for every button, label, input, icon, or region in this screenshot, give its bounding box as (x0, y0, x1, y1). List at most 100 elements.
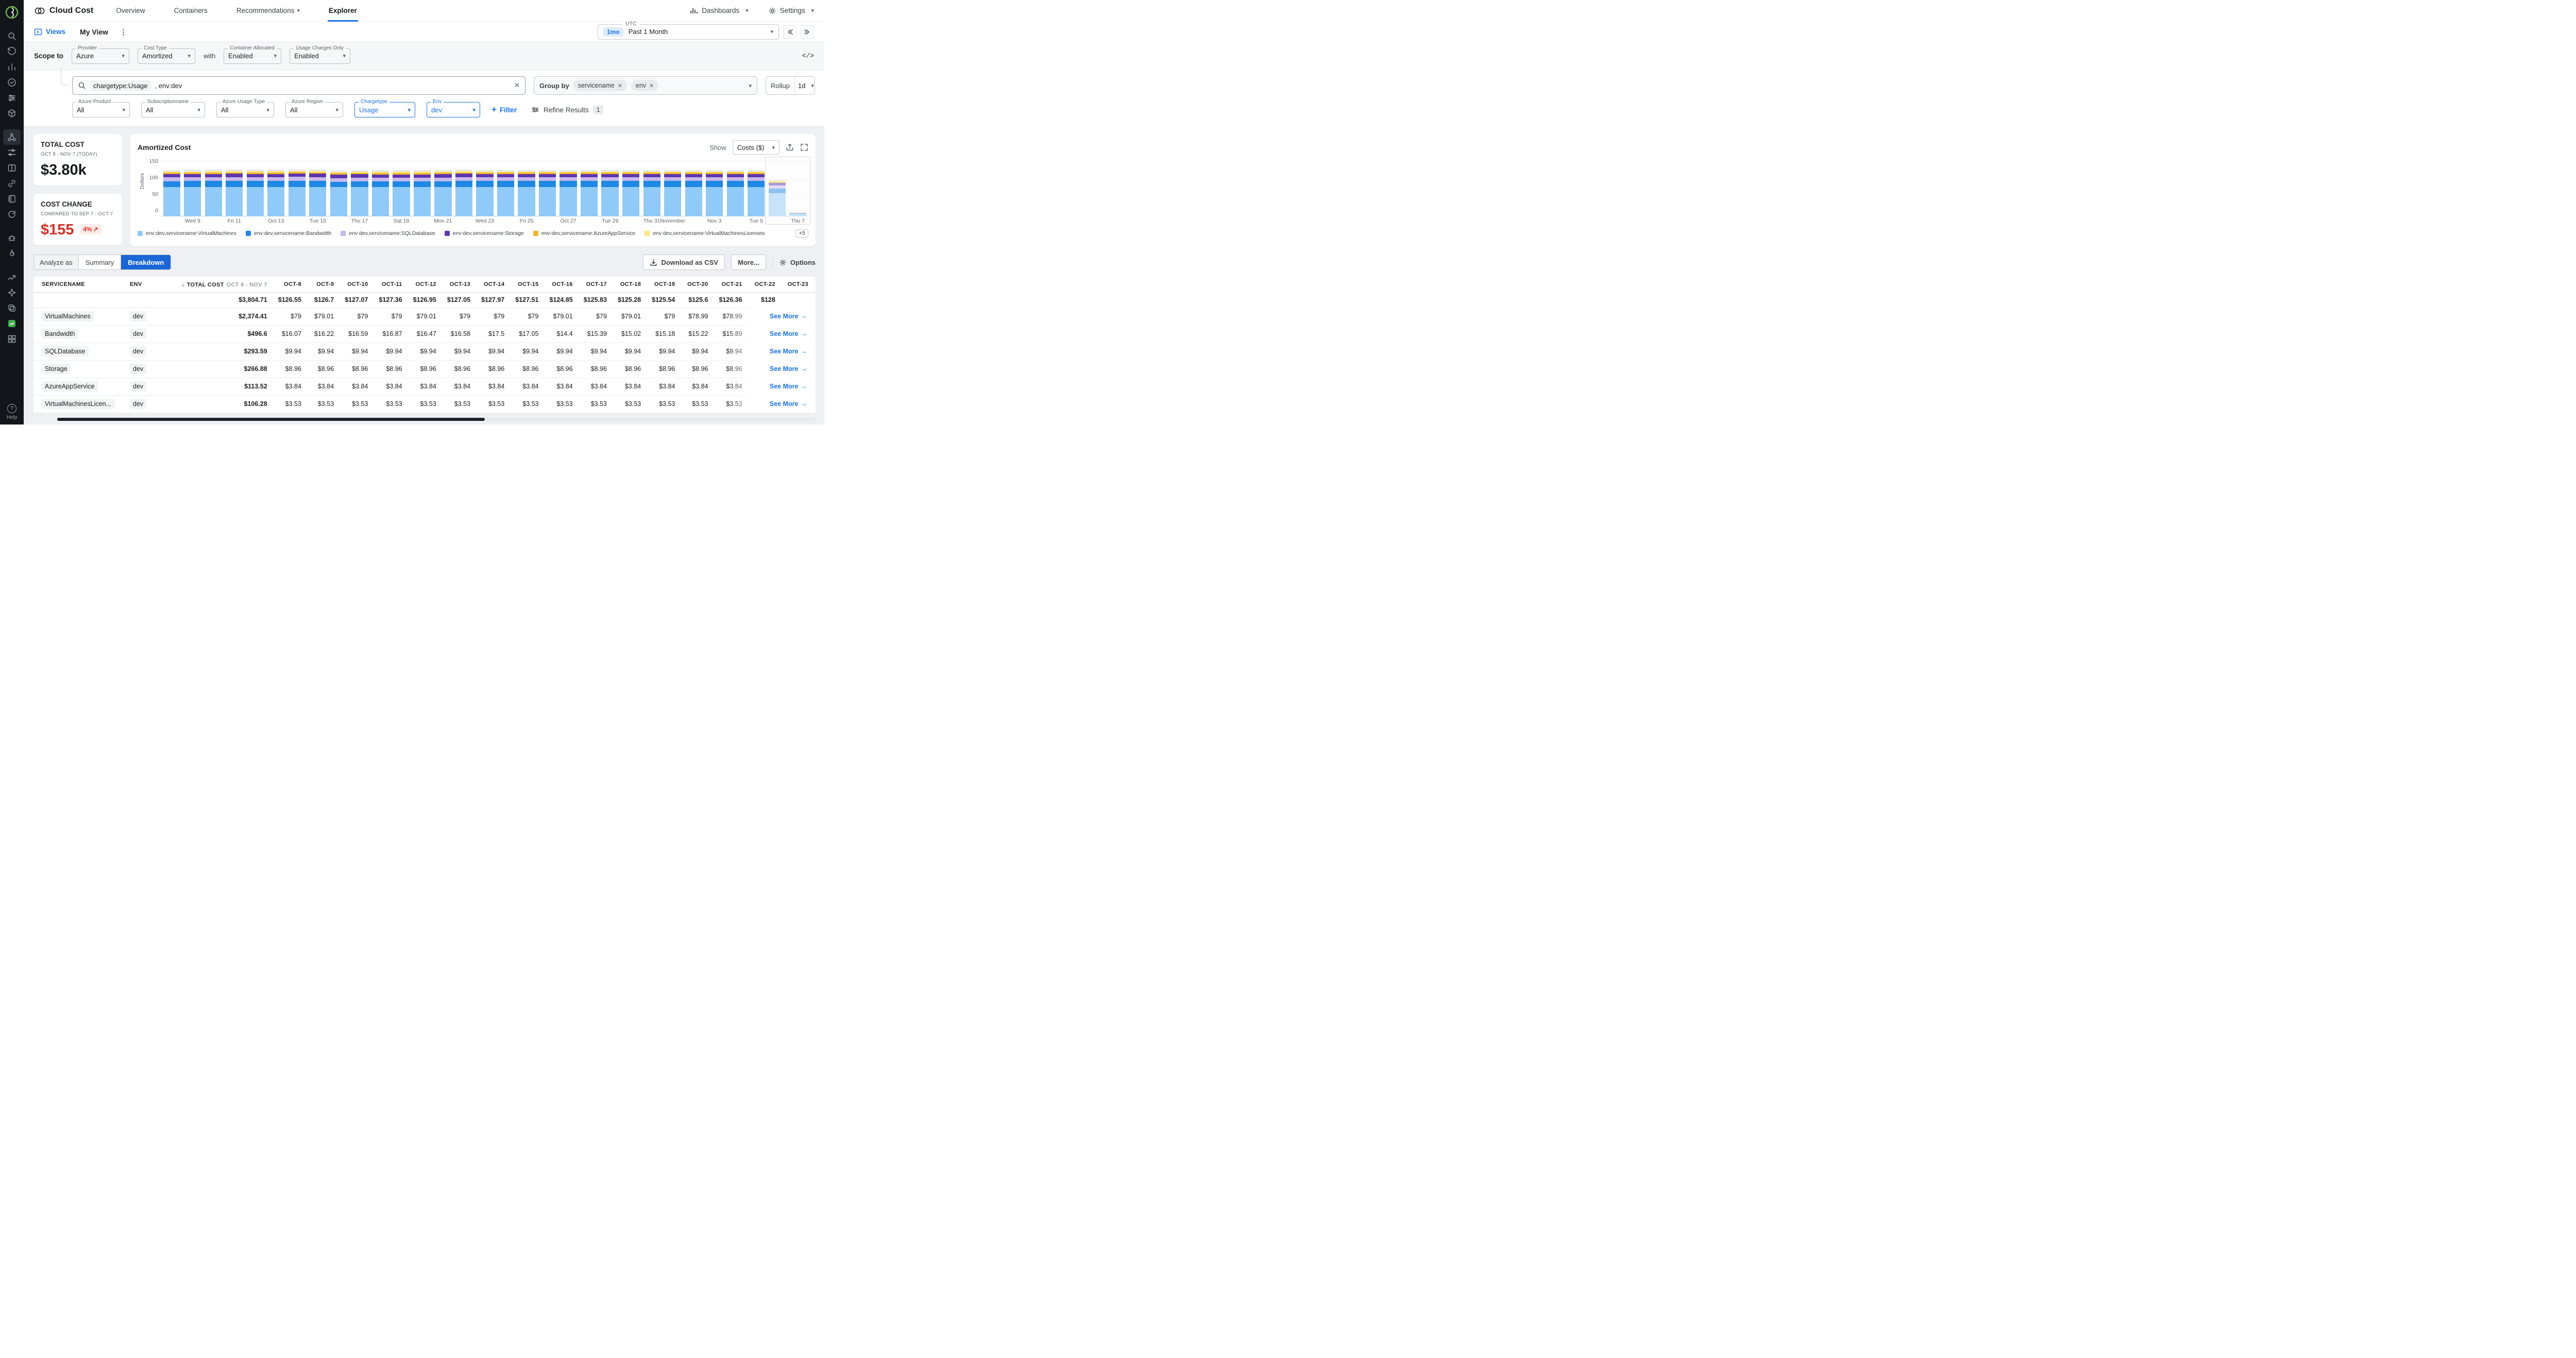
help-button[interactable]: ? Help (7, 404, 17, 420)
rollup-select[interactable]: Rollup 1d ▾ (766, 76, 815, 95)
chart-bar[interactable] (371, 170, 389, 216)
column-header-oct-12[interactable]: OCT-12 (409, 277, 444, 293)
provider-select[interactable]: Provider Azure ▾ (72, 45, 130, 64)
env-select[interactable]: Env dev ▾ (427, 99, 480, 117)
chart-bar[interactable] (226, 169, 243, 216)
link-icon[interactable] (3, 176, 21, 191)
column-header-oct-21[interactable]: OCT-21 (715, 277, 750, 293)
notebook-icon[interactable] (3, 191, 21, 207)
column-header-oct-18[interactable]: OCT-18 (614, 277, 649, 293)
chart-bar[interactable] (622, 169, 640, 216)
table-row[interactable]: Storage dev $266.88 $8.96 $8.96 $8.96 $8.96 $8.… (33, 360, 816, 378)
refine-results-button[interactable]: Refine Results 1 (531, 105, 604, 114)
tab-summary[interactable]: Summary (78, 255, 122, 269)
see-more-link[interactable]: See More → (770, 383, 807, 390)
column-header-oct-14[interactable]: OCT-14 (478, 277, 512, 293)
chart-bar[interactable] (664, 169, 682, 216)
time-range-select[interactable]: UTC 1mo Past 1 Month ▾ (598, 20, 779, 40)
legend-item[interactable]: env:dev,servicename:VirtualMachines (138, 230, 236, 236)
network-nodes-icon[interactable] (3, 129, 21, 145)
chart-bar[interactable] (538, 169, 556, 216)
bug-icon[interactable] (3, 230, 21, 246)
sync-icon[interactable] (3, 207, 21, 222)
show-metric-select[interactable]: Costs ($) ▾ (732, 140, 779, 155)
previous-period-button[interactable] (783, 25, 796, 39)
cloud-cost-active-icon[interactable] (3, 316, 21, 331)
chart-bar[interactable] (184, 169, 201, 216)
trend-icon[interactable] (3, 269, 21, 285)
check-circle-icon[interactable] (3, 75, 21, 90)
search-token[interactable]: chargetype:Usage (90, 80, 151, 91)
column-header-total cost[interactable]: ↓ TOTAL COST OCT 8 - NOV 7 (161, 277, 275, 293)
column-header-oct-15[interactable]: OCT-15 (512, 277, 546, 293)
nav-item-recommendations[interactable]: Recommendations ▾ (236, 7, 300, 14)
search-token[interactable]: , env:dev (155, 81, 182, 90)
more-button[interactable]: More... (731, 254, 766, 270)
column-header-env[interactable]: ENV (122, 277, 161, 293)
see-more-link[interactable]: See More → (770, 348, 807, 355)
chart-bar[interactable] (434, 169, 452, 216)
column-header-oct-20[interactable]: OCT-20 (682, 277, 716, 293)
chart-bar[interactable] (476, 169, 494, 216)
subscriptionname-select[interactable]: Subscriptionname All ▾ (141, 99, 205, 117)
table-row[interactable]: SQLDatabase dev $293.59 $9.94 $9.94 $9.94 $9.9… (33, 343, 816, 361)
chart-bar[interactable] (560, 169, 577, 216)
chart-bar[interactable] (518, 169, 535, 216)
group-by-chip[interactable]: env ✕ (631, 80, 659, 91)
chart-bar[interactable] (288, 169, 306, 216)
column-header-oct-23[interactable]: OCT-23 (782, 277, 816, 293)
chart-bar[interactable] (267, 169, 285, 216)
column-header-oct-16[interactable]: OCT-16 (546, 277, 580, 293)
history-icon[interactable] (3, 44, 21, 59)
flame-icon[interactable] (3, 246, 21, 261)
chart-bar[interactable] (246, 169, 264, 216)
legend-more-badge[interactable]: +5 (795, 229, 808, 237)
next-period-button[interactable] (801, 25, 814, 39)
chargetype-select[interactable]: Chargetype Usage ▾ (354, 99, 415, 117)
legend-item[interactable]: env:dev,servicename:AzureAppService (533, 230, 635, 236)
table-row[interactable]: VirtualMachines dev $2,374.41 $79 $79.01 $79 $… (33, 308, 816, 326)
export-icon[interactable] (786, 143, 794, 151)
chart-bar[interactable] (643, 169, 660, 216)
azure-usage-type-select[interactable]: Azure Usage Type All ▾ (216, 99, 274, 117)
column-header-oct-8[interactable]: OCT-8 (274, 277, 309, 293)
column-header-servicename[interactable]: SERVICENAME (33, 277, 122, 293)
app-logo[interactable] (5, 5, 19, 21)
nav-item-containers[interactable]: Containers (174, 7, 208, 14)
see-more-link[interactable]: See More → (770, 330, 807, 337)
group-by-chip[interactable]: servicename ✕ (573, 80, 627, 91)
views-button[interactable]: Views (34, 28, 65, 36)
legend-item[interactable]: env:dev,servicename:SQLDatabase (341, 230, 435, 236)
usage-charges-only-select[interactable]: Usage Charges Only Enabled ▾ (290, 45, 351, 64)
column-header-oct-17[interactable]: OCT-17 (580, 277, 614, 293)
column-header-oct-9[interactable]: OCT-9 (308, 277, 342, 293)
table-row[interactable]: VirtualMachinesLicen... dev $106.28 $3.53 $3… (33, 395, 816, 413)
legend-item[interactable]: env:dev,servicename:Bandwidth (245, 230, 331, 236)
columns-icon[interactable] (3, 160, 21, 176)
settings-menu[interactable]: Settings ▾ (768, 7, 814, 15)
see-more-link[interactable]: See More → (770, 400, 807, 408)
fullscreen-icon[interactable] (800, 143, 808, 151)
see-more-link[interactable]: See More → (770, 313, 807, 320)
table-row[interactable]: Bandwidth dev $496.6 $16.07 $16.22 $16.59 $16.… (33, 325, 816, 343)
options-button[interactable]: Options (779, 259, 816, 266)
search-icon[interactable] (3, 28, 21, 44)
remove-chip-icon[interactable]: ✕ (617, 82, 622, 89)
chart-bar[interactable] (706, 169, 723, 216)
chart-bar[interactable] (748, 169, 765, 216)
nav-item-overview[interactable]: Overview (116, 7, 145, 14)
chart-bar[interactable] (455, 169, 473, 216)
column-header-oct-10[interactable]: OCT-10 (341, 277, 376, 293)
table-row[interactable]: AzureAppService dev $113.52 $3.84 $3.84 $3.84… (33, 378, 816, 396)
tab-breakdown[interactable]: Breakdown (121, 255, 171, 269)
azure-product-select[interactable]: Azure Product All ▾ (72, 99, 130, 117)
chart-bar[interactable] (601, 169, 619, 216)
chart-bar[interactable] (309, 169, 327, 216)
nav-item-explorer[interactable]: Explorer (327, 0, 358, 22)
legend-item[interactable]: env:dev,servicename:Storage (444, 230, 524, 236)
tune-icon[interactable] (3, 145, 21, 160)
search-input[interactable]: chargetype:Usage , env:dev ✕ (72, 76, 526, 95)
cost-type-select[interactable]: Cost Type Amortized ▾ (138, 45, 196, 64)
chart-bar[interactable] (163, 169, 180, 216)
add-filter-button[interactable]: + Filter (492, 105, 517, 115)
